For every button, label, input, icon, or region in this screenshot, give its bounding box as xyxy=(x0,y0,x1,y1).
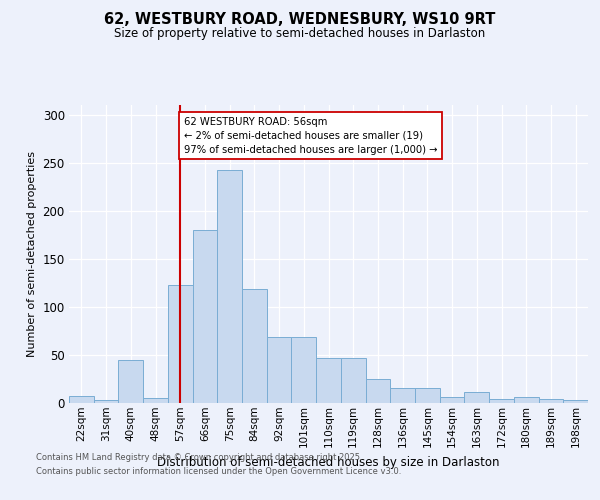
Bar xyxy=(489,398,514,402)
Bar xyxy=(316,358,341,403)
Bar xyxy=(143,398,168,402)
Text: 62 WESTBURY ROAD: 56sqm
← 2% of semi-detached houses are smaller (19)
97% of sem: 62 WESTBURY ROAD: 56sqm ← 2% of semi-det… xyxy=(184,116,437,154)
Bar xyxy=(365,380,390,402)
Text: Size of property relative to semi-detached houses in Darlaston: Size of property relative to semi-detach… xyxy=(115,28,485,40)
Y-axis label: Number of semi-detached properties: Number of semi-detached properties xyxy=(27,151,37,357)
Bar xyxy=(193,230,217,402)
Text: 62, WESTBURY ROAD, WEDNESBURY, WS10 9RT: 62, WESTBURY ROAD, WEDNESBURY, WS10 9RT xyxy=(104,12,496,28)
Bar xyxy=(539,398,563,402)
Bar xyxy=(217,170,242,402)
Bar xyxy=(341,358,365,403)
Bar xyxy=(94,400,118,402)
Bar xyxy=(440,396,464,402)
Bar xyxy=(168,286,193,403)
Bar xyxy=(69,396,94,402)
Text: Contains public sector information licensed under the Open Government Licence v3: Contains public sector information licen… xyxy=(36,467,401,476)
Bar xyxy=(390,388,415,402)
Bar xyxy=(464,392,489,402)
Bar xyxy=(242,290,267,403)
X-axis label: Distribution of semi-detached houses by size in Darlaston: Distribution of semi-detached houses by … xyxy=(157,456,500,468)
Bar xyxy=(118,360,143,403)
Text: Contains HM Land Registry data © Crown copyright and database right 2025.: Contains HM Land Registry data © Crown c… xyxy=(36,454,362,462)
Bar xyxy=(267,337,292,402)
Bar xyxy=(415,388,440,402)
Bar xyxy=(292,337,316,402)
Bar xyxy=(563,400,588,402)
Bar xyxy=(514,396,539,402)
